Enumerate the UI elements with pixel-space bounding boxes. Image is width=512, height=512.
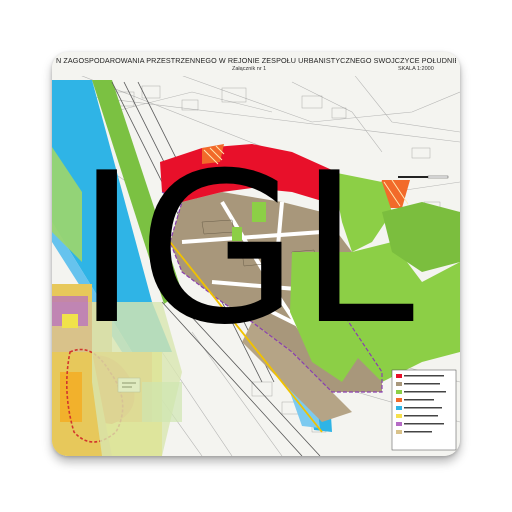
app-icon[interactable]: N ZAGOSPODAROWANIA PRZESTRZENNEGO W REJO… [52,52,460,456]
map-scale-label: SKALA 1:2000 [398,66,434,72]
map-attachment-label: Załącznik nr 1 [232,66,267,72]
map-title: N ZAGOSPODAROWANIA PRZESTRZENNEGO W REJO… [56,56,456,65]
zoning-map-image [52,52,460,456]
app-icon-label: IGL [76,129,415,371]
